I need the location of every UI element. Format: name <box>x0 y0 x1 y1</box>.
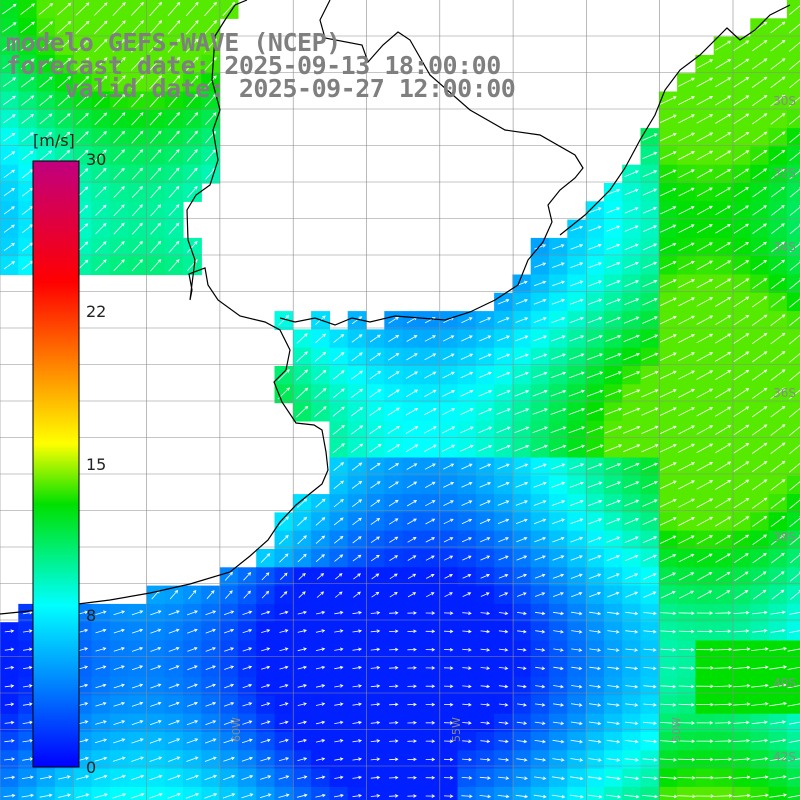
colorbar-tick: 22 <box>86 302 107 321</box>
lat-label: 40S <box>773 676 796 690</box>
lat-label: 30S <box>773 94 796 108</box>
valid-date: valid date: 2025-09-27 12:00:00 <box>6 74 516 103</box>
coastline-east <box>559 4 791 236</box>
forecast-date: forecast date: 2025-09-13 18:00:00 <box>6 51 501 80</box>
lat-label: 38S <box>773 530 796 544</box>
model-title: modelo GEFS-WAVE (NCEP) <box>6 28 341 57</box>
colorbar-tick: 0 <box>86 758 97 777</box>
lat-label: 42S <box>773 750 796 764</box>
colorbar-unit: [m/s] <box>33 131 75 150</box>
coastline <box>0 0 329 615</box>
lat-label: 32S <box>773 166 796 180</box>
colorbar-tick: 8 <box>86 606 97 625</box>
lon-label: 55W <box>450 717 463 742</box>
coastline-north <box>279 0 584 326</box>
lon-label: 50W <box>670 717 683 742</box>
lon-label: 60W <box>230 717 243 742</box>
colorbar-tick: 30 <box>86 150 107 169</box>
lat-label: 34S <box>773 240 796 254</box>
lat-label: 36S <box>773 386 796 400</box>
colorbar-tick: 15 <box>86 455 107 474</box>
colorbar <box>32 160 80 768</box>
